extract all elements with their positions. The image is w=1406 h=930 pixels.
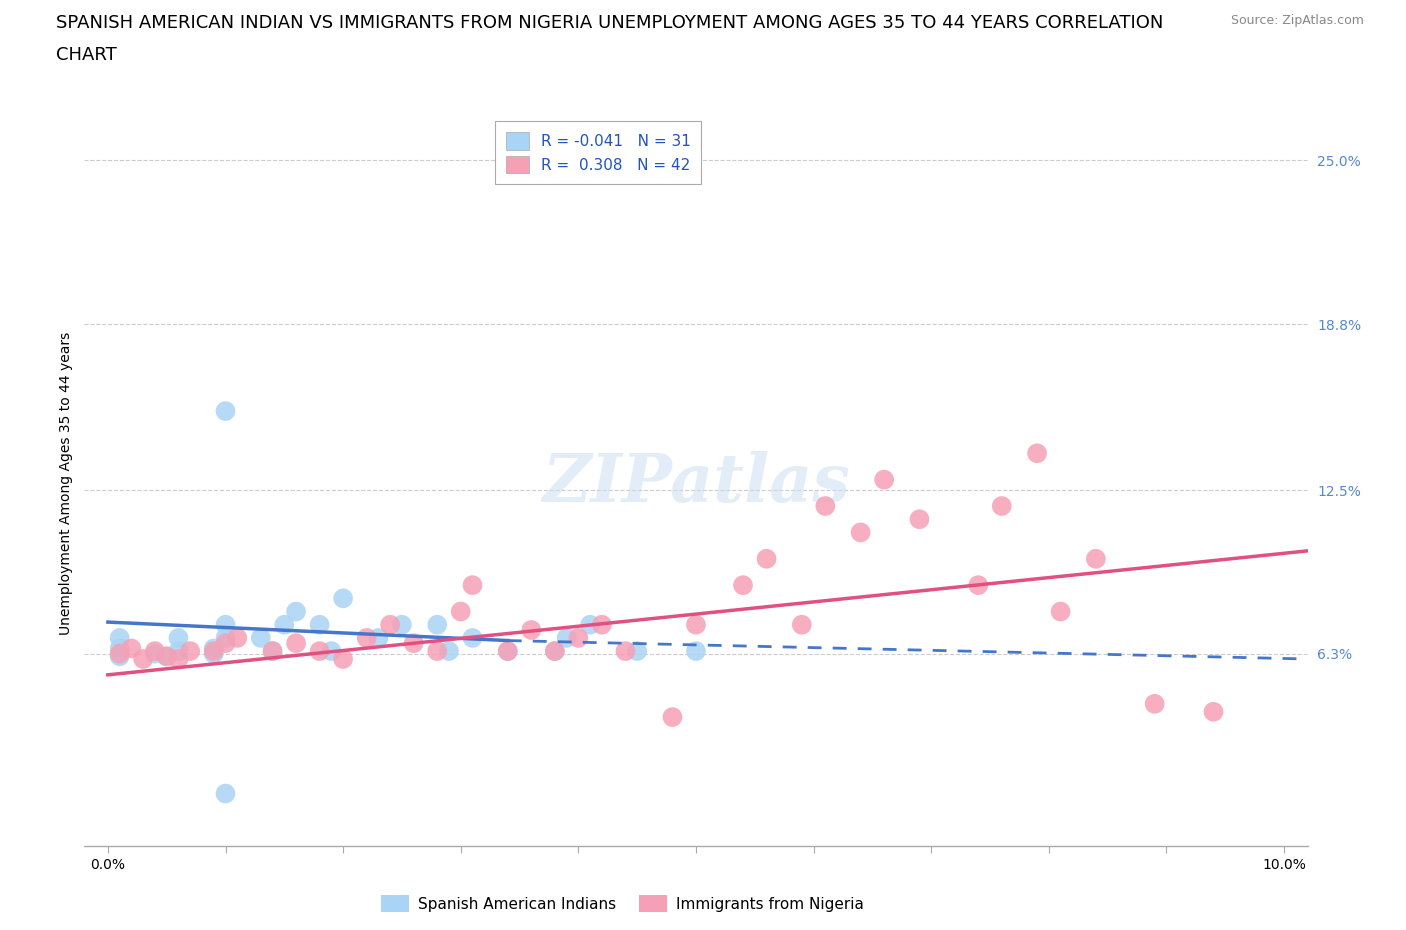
Text: SPANISH AMERICAN INDIAN VS IMMIGRANTS FROM NIGERIA UNEMPLOYMENT AMONG AGES 35 TO: SPANISH AMERICAN INDIAN VS IMMIGRANTS FR… — [56, 14, 1164, 32]
Point — [579, 618, 602, 632]
Point — [308, 618, 330, 632]
Point — [685, 644, 707, 658]
Point — [437, 644, 460, 658]
Point — [544, 644, 567, 658]
Point — [402, 636, 425, 651]
Point — [108, 649, 131, 664]
Point — [143, 644, 166, 658]
Point — [356, 631, 378, 645]
Point — [626, 644, 648, 658]
Point — [461, 631, 484, 645]
Point — [167, 631, 190, 645]
Point — [1202, 704, 1225, 719]
Point — [249, 631, 271, 645]
Point — [226, 631, 249, 645]
Point — [731, 578, 754, 592]
Point — [167, 652, 190, 667]
Point — [426, 618, 449, 632]
Point — [214, 618, 236, 632]
Point — [378, 618, 402, 632]
Point — [273, 618, 295, 632]
Y-axis label: Unemployment Among Ages 35 to 44 years: Unemployment Among Ages 35 to 44 years — [59, 332, 73, 635]
Point — [1049, 604, 1071, 619]
Point — [1026, 445, 1049, 460]
Point — [214, 786, 236, 801]
Text: ZIPatlas: ZIPatlas — [543, 451, 849, 516]
Text: CHART: CHART — [56, 46, 117, 64]
Point — [156, 649, 179, 664]
Point — [967, 578, 990, 592]
Point — [450, 604, 472, 619]
Point — [755, 551, 778, 566]
Point — [1084, 551, 1107, 566]
Point — [332, 591, 354, 605]
Text: Source: ZipAtlas.com: Source: ZipAtlas.com — [1230, 14, 1364, 27]
Point — [143, 646, 166, 661]
Point — [555, 631, 578, 645]
Point — [426, 644, 449, 658]
Point — [262, 644, 284, 658]
Point — [308, 644, 330, 658]
Point — [202, 641, 225, 656]
Point — [1143, 697, 1166, 711]
Point — [285, 604, 308, 619]
Point — [214, 404, 236, 418]
Point — [661, 710, 683, 724]
Point — [120, 641, 142, 656]
Point — [991, 498, 1014, 513]
Point — [391, 618, 413, 632]
Point — [496, 644, 519, 658]
Point — [167, 644, 190, 658]
Point — [849, 525, 872, 539]
Point — [873, 472, 896, 487]
Point — [614, 644, 637, 658]
Point — [108, 646, 131, 661]
Point — [332, 652, 354, 667]
Point — [908, 512, 931, 526]
Point — [461, 578, 484, 592]
Point — [814, 498, 837, 513]
Legend: Spanish American Indians, Immigrants from Nigeria: Spanish American Indians, Immigrants fro… — [375, 888, 870, 919]
Point — [202, 646, 225, 661]
Point — [520, 622, 543, 637]
Point — [567, 631, 589, 645]
Point — [496, 644, 519, 658]
Point — [685, 618, 707, 632]
Point — [214, 636, 236, 651]
Point — [321, 644, 343, 658]
Point — [132, 652, 155, 667]
Point — [179, 644, 201, 658]
Point — [591, 618, 613, 632]
Point — [214, 631, 236, 645]
Point — [790, 618, 813, 632]
Point — [367, 631, 389, 645]
Point — [262, 644, 284, 658]
Point — [108, 631, 131, 645]
Point — [156, 649, 179, 664]
Point — [285, 636, 308, 651]
Point — [108, 641, 131, 656]
Point — [544, 644, 567, 658]
Point — [202, 644, 225, 658]
